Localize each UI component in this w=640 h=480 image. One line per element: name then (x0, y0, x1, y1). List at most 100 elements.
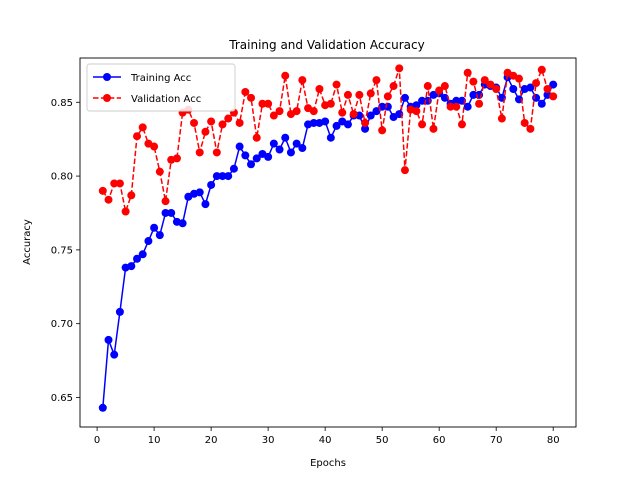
data-point (526, 83, 535, 92)
data-point (315, 85, 324, 93)
legend-marker (103, 73, 111, 81)
data-point (115, 307, 124, 316)
x-axis: 0 10 20 30 40 50 60 70 80 (94, 427, 560, 446)
data-point (309, 107, 318, 116)
data-point (207, 117, 216, 126)
x-tick-label: 30 (262, 435, 275, 446)
data-point (190, 118, 199, 127)
data-point (292, 107, 301, 116)
x-tick-label: 40 (319, 435, 332, 446)
data-point (150, 223, 159, 232)
data-point (412, 101, 421, 110)
data-point (127, 262, 136, 271)
data-point (224, 114, 233, 123)
data-point (366, 111, 375, 120)
data-point (366, 89, 375, 98)
data-point (440, 82, 449, 91)
data-point (195, 188, 204, 197)
data-point (492, 85, 501, 93)
x-tick-label: 80 (547, 435, 560, 446)
legend: Training Acc Validation Acc (86, 63, 236, 112)
data-point (543, 85, 552, 93)
data-point (155, 231, 164, 240)
data-point (452, 102, 461, 111)
legend-marker (103, 94, 111, 102)
data-point (275, 107, 284, 116)
data-point (332, 121, 341, 130)
data-point (355, 90, 364, 99)
data-point (526, 124, 535, 133)
data-point (110, 350, 119, 359)
y-axis: 0.65 0.70 0.75 0.80 0.85 (51, 98, 80, 404)
data-point (383, 102, 392, 111)
data-point (469, 90, 478, 99)
data-point (167, 208, 176, 217)
chart-title: Training and Validation Accuracy (228, 38, 424, 52)
legend-label: Training Acc (130, 73, 191, 84)
data-point (286, 148, 295, 157)
x-tick-label: 60 (433, 435, 446, 446)
data-point (514, 95, 523, 104)
data-point (412, 107, 421, 116)
data-point (514, 74, 523, 83)
data-point (144, 237, 153, 246)
data-point (264, 152, 273, 161)
data-point (463, 68, 472, 77)
data-point (475, 99, 484, 108)
y-tick-label: 0.75 (51, 245, 73, 256)
data-point (127, 191, 136, 200)
data-point (252, 133, 261, 142)
data-point (338, 108, 347, 117)
data-point (269, 139, 278, 148)
data-point (229, 164, 238, 173)
data-point (457, 120, 466, 129)
data-point (383, 92, 392, 101)
data-point (395, 64, 404, 73)
data-point (435, 86, 444, 95)
data-point (150, 142, 159, 151)
data-point (161, 197, 170, 206)
data-point (429, 124, 438, 133)
data-point (321, 117, 330, 126)
data-point (452, 96, 461, 105)
data-point (115, 179, 124, 188)
data-point (309, 118, 318, 127)
data-point (247, 93, 256, 102)
data-point (133, 254, 142, 263)
data-point (195, 148, 204, 157)
data-point (480, 76, 489, 85)
legend-label: Validation Acc (131, 94, 201, 105)
data-point (549, 92, 558, 101)
data-point (269, 111, 278, 120)
data-point (520, 118, 529, 127)
data-point (326, 133, 335, 142)
data-point (241, 151, 250, 160)
data-point (218, 120, 227, 129)
data-point (361, 124, 370, 133)
data-point (509, 85, 518, 93)
data-point (463, 102, 472, 111)
data-point (486, 80, 495, 89)
data-point (252, 154, 261, 163)
data-point (343, 90, 352, 99)
data-point (537, 65, 546, 74)
data-point (178, 219, 187, 228)
data-point (235, 142, 244, 151)
data-point (104, 335, 113, 344)
data-point (224, 172, 233, 181)
data-point (201, 200, 210, 209)
data-point (343, 120, 352, 129)
y-tick-label: 0.85 (51, 98, 73, 109)
series-validation-acc (98, 64, 558, 216)
data-point (281, 71, 290, 80)
data-point (418, 120, 427, 129)
data-point (537, 99, 546, 108)
data-point (218, 172, 227, 181)
data-point (423, 82, 432, 91)
data-point (121, 207, 130, 216)
x-tick-label: 70 (490, 435, 503, 446)
x-tick-label: 0 (94, 435, 100, 446)
data-point (326, 99, 335, 108)
data-point (201, 127, 210, 136)
